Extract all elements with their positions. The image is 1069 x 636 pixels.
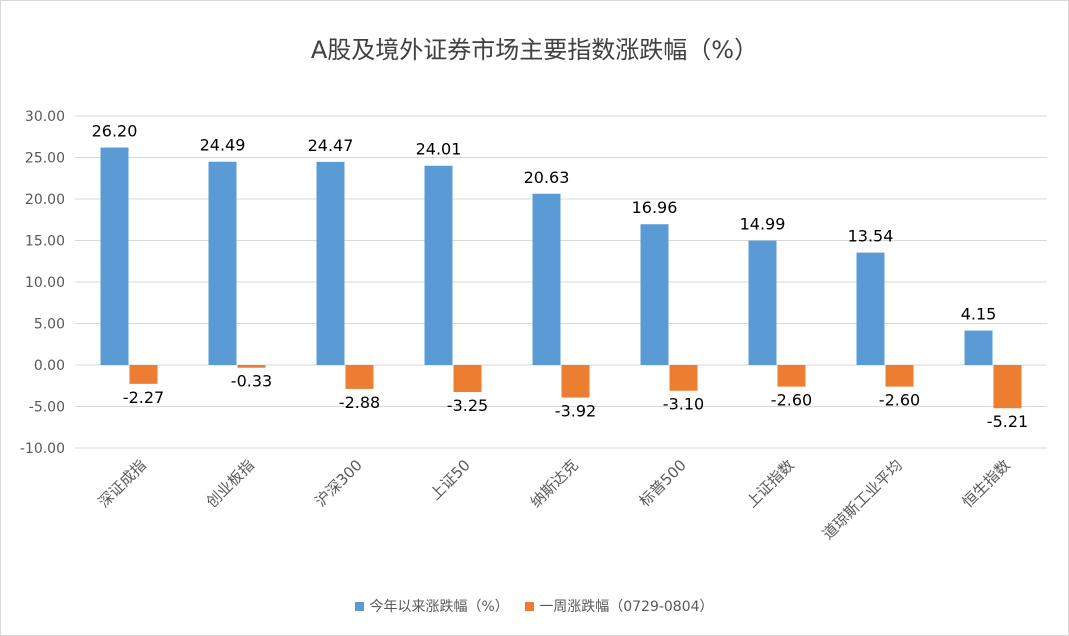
data-label-week: -3.25 <box>447 396 488 415</box>
y-tick-label: -10.00 <box>20 441 65 457</box>
data-label-ytd: 24.01 <box>416 140 462 159</box>
data-label-week: -2.88 <box>339 393 380 412</box>
y-tick-label: 15.00 <box>25 234 65 250</box>
chart-plot-area: 30.00 25.00 20.00 15.00 10.00 5.00 0.00 -5.00 -1… <box>20 109 1047 543</box>
x-category-label: 恒生指数 <box>959 456 1014 511</box>
bar-week <box>453 365 482 392</box>
legend-swatch-ytd <box>355 601 365 611</box>
bar-week <box>777 365 806 387</box>
data-label-ytd: 20.63 <box>524 168 570 187</box>
data-label-ytd: 16.96 <box>632 198 678 217</box>
data-label-ytd: 24.47 <box>308 136 354 155</box>
legend-label-week: 一周涨跌幅（0729-0804） <box>539 599 714 615</box>
data-label-week: -3.92 <box>555 402 596 421</box>
legend-item-week: 一周涨跌幅（0729-0804） <box>525 596 714 616</box>
y-tick-label: 20.00 <box>25 192 65 208</box>
legend-swatch-week <box>525 601 535 611</box>
y-tick-label: -5.00 <box>29 400 65 416</box>
data-label-week: -0.33 <box>231 372 272 391</box>
bar-ytd <box>532 193 561 365</box>
data-label-ytd: 13.54 <box>848 227 894 246</box>
bar-ytd <box>964 330 993 365</box>
chart-legend: 今年以来涨跌幅（%） 一周涨跌幅（0729-0804） <box>0 596 1069 616</box>
bar-ytd <box>424 165 453 365</box>
data-label-week: -3.10 <box>663 395 704 414</box>
bar-ytd <box>748 240 777 365</box>
bar-week <box>237 365 266 368</box>
y-tick-label: 0.00 <box>34 358 65 374</box>
x-category-label: 纳斯达克 <box>527 456 582 511</box>
data-label-week: -2.60 <box>879 391 920 410</box>
bar-week <box>129 365 158 384</box>
bar-week <box>669 365 698 391</box>
bar-ytd <box>316 161 345 365</box>
data-label-ytd: 4.15 <box>961 305 997 324</box>
x-category-label: 道琼斯工业平均 <box>819 456 906 543</box>
bar-ytd <box>100 147 129 365</box>
y-tick-label: 5.00 <box>34 317 65 333</box>
bar-ytd <box>640 224 669 365</box>
data-label-week: -5.21 <box>987 412 1028 431</box>
bar-week <box>561 365 590 398</box>
bar-week <box>345 365 374 389</box>
x-category-label: 创业板指 <box>203 456 258 511</box>
bar-ytd <box>208 161 237 365</box>
data-label-week: -2.27 <box>123 388 164 407</box>
chart-title: A股及境外证券市场主要指数涨跌幅（%） <box>310 36 759 64</box>
data-label-week: -2.60 <box>771 391 812 410</box>
legend-label-ytd: 今年以来涨跌幅（%） <box>369 599 509 615</box>
y-tick-label: 25.00 <box>25 151 65 167</box>
y-tick-label: 10.00 <box>25 275 65 291</box>
data-label-ytd: 24.49 <box>200 136 246 155</box>
x-category-label: 深证成指 <box>95 456 150 511</box>
data-label-ytd: 26.20 <box>92 122 138 141</box>
y-tick-label: 30.00 <box>25 109 65 125</box>
bar-week <box>885 365 914 387</box>
bar-ytd <box>856 252 885 365</box>
x-category-label: 沪深300 <box>312 456 366 510</box>
x-category-label: 上证指数 <box>743 456 798 511</box>
bar-week <box>993 365 1022 409</box>
legend-item-ytd: 今年以来涨跌幅（%） <box>355 596 509 616</box>
x-category-label: 上证50 <box>426 456 473 503</box>
x-category-label: 标普500 <box>636 456 690 510</box>
data-label-ytd: 14.99 <box>740 215 786 234</box>
